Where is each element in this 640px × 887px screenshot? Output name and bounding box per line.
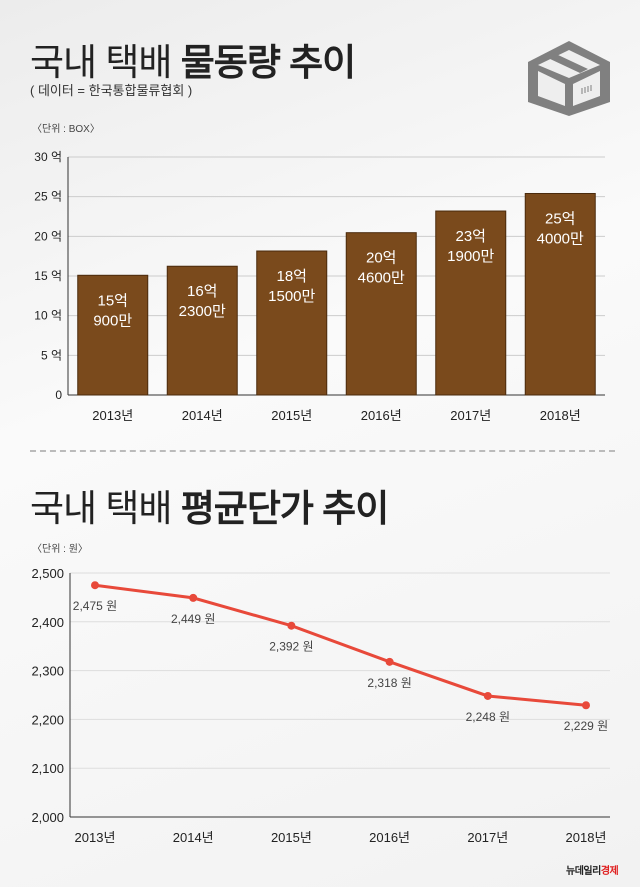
data-label: 2,392 원 [269, 640, 313, 654]
bar [345, 232, 417, 396]
bar-data-label: 4000만 [537, 230, 584, 247]
y-tick-label: 2,300 [31, 664, 64, 679]
y-tick-label: 0 [55, 388, 62, 402]
y-tick-label: 2,000 [31, 810, 64, 825]
y-tick-label: 15 억 [34, 269, 62, 283]
x-tick-label: 2016년 [369, 830, 410, 845]
y-tick-label: 2,200 [31, 712, 64, 727]
page-title: 국내 택배 물동량 추이 [30, 32, 356, 86]
y-tick-label: 2,500 [31, 566, 64, 581]
data-point [287, 621, 296, 630]
x-tick-label: 2014년 [182, 408, 223, 423]
series-line [94, 583, 587, 707]
bar-data-label: 2300만 [179, 303, 226, 320]
section-divider [30, 450, 615, 452]
bar-data-label: 25억 [545, 210, 576, 227]
box-icon [528, 41, 610, 116]
bar-data-label: 20억 [366, 250, 397, 267]
bar-data-label: 900만 [93, 312, 132, 329]
bar [524, 192, 596, 396]
y-tick-label: 20 억 [34, 229, 62, 243]
y-tick-label: 30 억 [34, 150, 62, 164]
data-point [483, 691, 492, 700]
logo-part2: 경제 [600, 866, 619, 877]
x-tick-label: 2018년 [540, 408, 581, 423]
data-point [91, 581, 99, 590]
bar-data-label: 1500만 [268, 288, 315, 305]
x-tick-label: 2017년 [467, 830, 508, 845]
data-label: 2,475 원 [73, 599, 117, 613]
title-bold: 평균단가 추이 [180, 488, 390, 529]
data-label: 2,318 원 [367, 676, 411, 690]
bar [166, 265, 238, 396]
bar-data-label: 18억 [277, 268, 308, 285]
data-point [582, 701, 590, 710]
logo: 뉴데일리경제 [566, 862, 619, 877]
bar-data-label: 16억 [187, 283, 218, 300]
bar-chart: 0 5 억 10 억 15 억 20 억 25 억 30 억 15억 900만 2013년 16억 2… [34, 150, 605, 423]
x-tick-label: 2015년 [271, 830, 312, 845]
x-tick-label: 2014년 [173, 830, 214, 845]
bar [256, 250, 328, 396]
x-tick-label: 2013년 [75, 830, 116, 845]
y-tick-label: 5 억 [41, 348, 62, 362]
title-light: 국내 택배 [30, 42, 181, 83]
y-tick-label: 25 억 [34, 190, 62, 204]
line-unit-label: 〈단위 : 원〉 [32, 544, 88, 555]
logo-part1: 뉴데일리 [566, 866, 601, 877]
bar-data-label: 15억 [98, 292, 129, 309]
bar [435, 210, 507, 396]
x-tick-label: 2015년 [271, 408, 312, 423]
data-label: 2,449 원 [171, 612, 215, 626]
data-label: 2,229 원 [564, 719, 608, 733]
y-tick-label: 2,400 [31, 615, 64, 630]
data-source: ( 데이터 = 한국통합물류협회 ) [30, 83, 193, 98]
x-tick-label: 2018년 [566, 830, 607, 845]
bar-data-label: 4600만 [358, 270, 405, 287]
title-bold: 물동량 추이 [180, 42, 356, 83]
data-point [385, 657, 394, 666]
data-label: 2,248 원 [466, 710, 510, 724]
x-tick-label: 2016년 [361, 408, 402, 423]
title-light: 국내 택배 [30, 488, 181, 529]
line-chart: 2,000 2,100 2,200 2,300 2,400 2,500 2,475 원 201… [31, 566, 610, 845]
bar-unit-label: 〈단위 : BOX〉 [32, 124, 100, 135]
x-tick-label: 2017년 [450, 408, 491, 423]
data-point [189, 593, 198, 602]
bar-data-label: 23억 [456, 228, 487, 245]
y-tick-label: 10 억 [34, 309, 62, 323]
bar [77, 274, 149, 396]
y-tick-label: 2,100 [31, 761, 64, 776]
x-tick-label: 2013년 [92, 408, 133, 423]
section2-title: 국내 택배 평균단가 추이 [30, 478, 390, 532]
bar-data-label: 1900만 [447, 248, 494, 265]
